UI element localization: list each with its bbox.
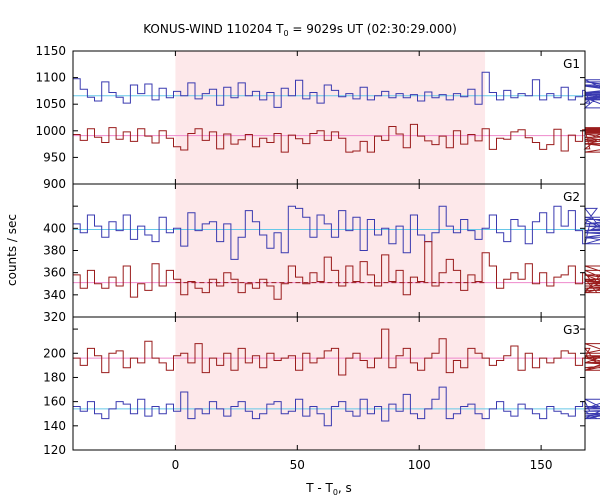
- y-tick-label-g1-4: 1100: [35, 71, 66, 85]
- y-tick-label-g3-0: 120: [43, 443, 66, 457]
- series-g1-blue: [73, 71, 600, 109]
- x-tick-label-2: 100: [408, 458, 431, 472]
- series-g2-blue: [73, 205, 600, 260]
- y-tick-label-g1-1: 950: [43, 150, 66, 164]
- y-tick-label-g2-2: 360: [43, 266, 66, 280]
- series-g3-red: [73, 328, 600, 376]
- plot-layer: 9009501000105011001150G1320340360380400G…: [35, 44, 600, 472]
- series-g3-blue: [73, 386, 600, 427]
- y-tick-label-g1-0: 900: [43, 177, 66, 191]
- x-axis-label: T - T0, s: [305, 481, 352, 497]
- chart-title: KONUS-WIND 110204 T0 = 9029s UT (02:30:2…: [143, 22, 457, 38]
- series-g2-red: [73, 241, 600, 300]
- y-tick-label-g2-0: 320: [43, 310, 66, 324]
- y-tick-label-g3-4: 200: [43, 346, 66, 360]
- x-tick-label-3: 150: [530, 458, 553, 472]
- panel-label-g1: G1: [563, 57, 580, 71]
- panel-label-g2: G2: [563, 190, 580, 204]
- y-tick-label-g2-3: 380: [43, 244, 66, 258]
- panel-label-g3: G3: [563, 323, 580, 337]
- y-tick-label-g2-1: 340: [43, 288, 66, 302]
- y-tick-label-g1-5: 1150: [35, 44, 66, 58]
- y-tick-label-g1-2: 1000: [35, 124, 66, 138]
- y-tick-label-g3-3: 180: [43, 370, 66, 384]
- x-tick-label-1: 50: [290, 458, 305, 472]
- y-axis-label: counts / sec: [5, 214, 19, 286]
- y-tick-label-g2-4: 400: [43, 221, 66, 235]
- y-tick-label-g3-1: 140: [43, 419, 66, 433]
- series-g1-red: [73, 123, 600, 153]
- x-tick-label-0: 0: [172, 458, 180, 472]
- y-tick-label-g1-3: 1050: [35, 97, 66, 111]
- y-tick-label-g3-2: 160: [43, 395, 66, 409]
- shaded-interval: [175, 51, 486, 450]
- panel-frame-g3: [72, 316, 586, 451]
